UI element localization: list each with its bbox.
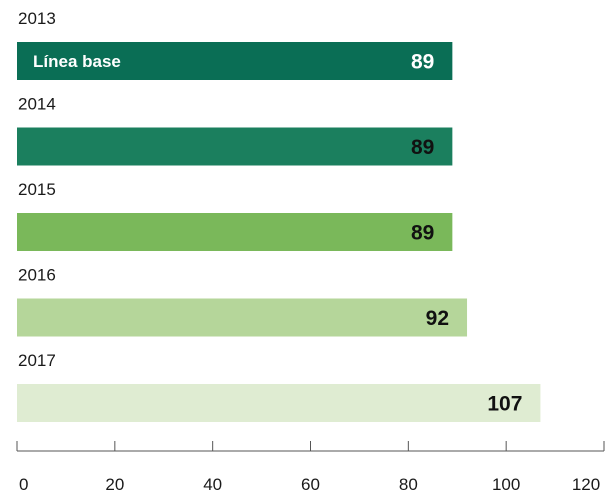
- bar-annotation-label: Línea base: [33, 52, 121, 71]
- bar: [17, 213, 453, 251]
- category-label: 2015: [18, 180, 56, 199]
- x-tick-label: 80: [399, 475, 418, 494]
- category-label: 2016: [18, 266, 56, 285]
- x-axis: 0 20 40 60 80 100 120: [16, 441, 605, 494]
- bars-layer: 2013 Línea base 89 2014 89 2015 89 2016 92 2017 10…: [17, 9, 541, 422]
- x-tick-label: 120: [572, 475, 600, 494]
- bar: [17, 298, 468, 337]
- x-tick-label: 0: [19, 475, 28, 494]
- bar-row-2015: 2015 89: [17, 180, 453, 251]
- x-tick-label: 40: [203, 475, 222, 494]
- value-label: 92: [426, 307, 449, 330]
- bar: [17, 42, 453, 80]
- bar-row-2013: 2013 Línea base 89: [17, 9, 453, 80]
- bar: [17, 384, 541, 422]
- value-label: 89: [411, 222, 434, 245]
- x-tick-label: 100: [492, 475, 520, 494]
- bar: [17, 127, 453, 166]
- category-label: 2013: [18, 9, 56, 28]
- value-label: 107: [487, 393, 522, 416]
- x-tick-label: 20: [105, 475, 124, 494]
- category-label: 2014: [18, 95, 56, 114]
- category-label: 2017: [18, 351, 56, 370]
- bar-row-2016: 2016 92: [17, 266, 468, 337]
- value-label: 89: [411, 51, 434, 74]
- x-tick-label: 60: [301, 475, 320, 494]
- bar-row-2014: 2014 89: [17, 95, 453, 166]
- bar-row-2017: 2017 107: [17, 351, 541, 422]
- value-label: 89: [411, 136, 434, 159]
